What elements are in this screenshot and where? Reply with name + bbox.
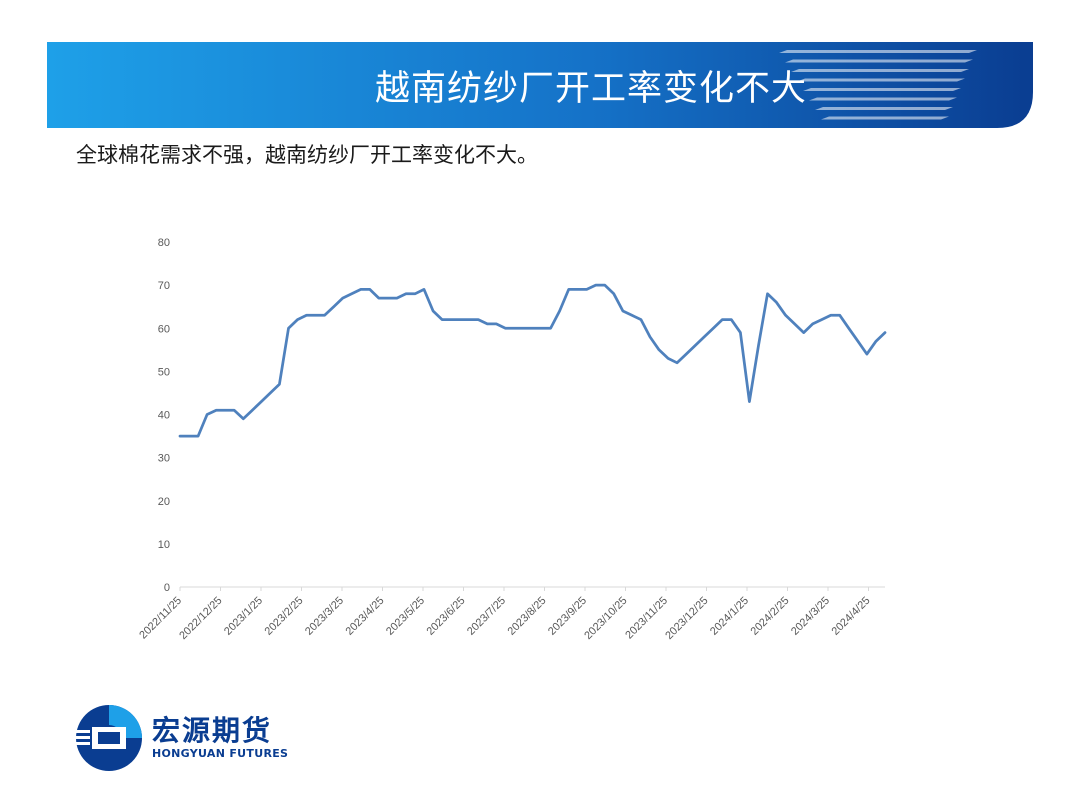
x-tick-label: 2023/3/25	[303, 595, 346, 638]
title-banner: 越南纺纱厂开工率变化不大	[47, 42, 1033, 128]
series-line	[178, 283, 887, 438]
x-tick-label: 2023/8/25	[506, 595, 549, 638]
banner-stripe	[809, 97, 957, 101]
x-tick-label: 2024/4/25	[830, 595, 873, 638]
x-tick-label: 2023/2/25	[263, 595, 306, 638]
banner-stripe	[821, 116, 949, 120]
banner-stripe	[797, 78, 965, 82]
x-tick-label: 2023/6/25	[425, 595, 468, 638]
x-axis: 2022/11/252022/12/252023/1/252023/2/2520…	[137, 586, 885, 642]
y-tick-label: 60	[158, 323, 170, 335]
slide-title: 越南纺纱厂开工率变化不大	[374, 68, 807, 109]
banner-stripe	[803, 88, 961, 91]
x-tick-label: 2023/9/25	[546, 595, 589, 638]
x-tick-label: 2024/1/25	[708, 595, 751, 638]
y-tick-label: 40	[158, 410, 170, 422]
y-tick-label: 80	[158, 237, 170, 249]
x-tick-label: 2023/5/25	[384, 595, 427, 638]
x-tick-label: 2024/2/25	[749, 595, 792, 638]
x-tick-label: 2022/12/25	[177, 595, 224, 642]
slide-subtitle: 全球棉花需求不强，越南纺纱厂开工率变化不大。	[76, 143, 538, 167]
y-tick-label: 70	[158, 280, 170, 292]
x-tick-label: 2023/10/25	[582, 595, 629, 642]
line-chart: 0 10 20 30 40 50 60 70 80 2022/11/252022/12/2520…	[137, 237, 887, 642]
banner-stripe	[791, 69, 969, 72]
y-tick-label: 20	[158, 496, 170, 508]
x-tick-label: 2023/4/25	[344, 595, 387, 638]
x-tick-label: 2023/12/25	[663, 595, 710, 642]
banner-stripe	[779, 50, 977, 53]
title-banner-background	[47, 42, 1033, 128]
x-tick-label: 2023/1/25	[222, 595, 265, 638]
logo-name-cn: 宏源期货	[152, 714, 273, 747]
y-tick-label: 0	[164, 582, 170, 594]
y-tick-label: 30	[158, 453, 170, 465]
y-tick-label: 50	[158, 366, 170, 378]
banner-stripe	[815, 107, 953, 110]
banner-stripe	[785, 59, 973, 63]
x-tick-label: 2024/3/25	[789, 595, 832, 638]
y-axis: 0 10 20 30 40 50 60 70 80	[158, 237, 170, 594]
hongyuan-logo-icon	[76, 705, 142, 771]
series-layer	[178, 283, 887, 438]
logo-name-en: HONGYUAN FUTURES	[152, 747, 289, 760]
x-tick-label: 2023/7/25	[465, 595, 508, 638]
y-tick-label: 10	[158, 539, 170, 551]
company-logo: 宏源期货 HONGYUAN FUTURES	[74, 703, 334, 773]
